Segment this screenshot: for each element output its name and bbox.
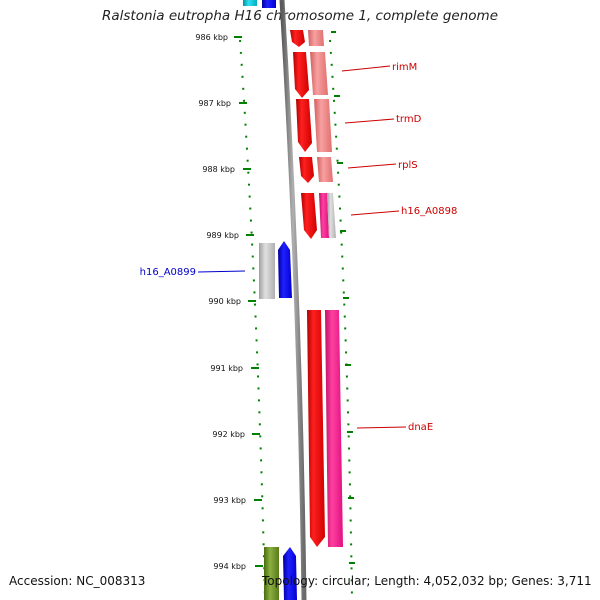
tick-label: 993 kbp bbox=[213, 496, 246, 505]
gene-olive-bottom bbox=[264, 547, 279, 600]
chromosome-backbone bbox=[279, 0, 307, 600]
tick-label: 988 kbp bbox=[202, 165, 235, 174]
gene-cyan-top bbox=[243, 0, 257, 6]
tick-label: 986 kbp bbox=[195, 33, 228, 42]
gene-pink-top bbox=[308, 30, 324, 46]
tick-label: 994 kbp bbox=[213, 562, 246, 571]
tick-986: 986 kbp bbox=[195, 33, 242, 42]
tick-label: 989 kbp bbox=[206, 231, 239, 240]
tick-991: 991 kbp bbox=[210, 364, 259, 373]
gene-rimM bbox=[293, 52, 328, 98]
accession-text: Accession: NC_008313 bbox=[9, 574, 146, 588]
gene-blue-bottom bbox=[283, 547, 297, 600]
gene-h16_A0899 bbox=[259, 241, 292, 299]
tick-990: 990 kbp bbox=[208, 297, 256, 306]
tick-label: 992 kbp bbox=[212, 430, 245, 439]
label-leader-lines bbox=[197, 65, 407, 429]
tick-label: 987 kbp bbox=[198, 99, 231, 108]
tick-label: 990 kbp bbox=[208, 297, 241, 306]
genome-summary-text: Topology: circular; Length: 4,052,032 bp… bbox=[262, 574, 592, 588]
gene-dnaE bbox=[307, 310, 343, 547]
gene-label-h16_A0899: h16_A0899 bbox=[140, 267, 196, 278]
tick-987: 987 kbp bbox=[198, 99, 247, 108]
map-title: Ralstonia eutropha H16 chromosome 1, com… bbox=[101, 8, 499, 24]
right-dotted-arc bbox=[329, 39, 353, 600]
gene-h16_A0898 bbox=[301, 193, 336, 239]
tick-989: 989 kbp bbox=[206, 231, 254, 240]
tick-994: 994 kbp bbox=[213, 562, 263, 571]
tick-992: 992 kbp bbox=[212, 430, 260, 439]
tick-993: 993 kbp bbox=[213, 496, 262, 505]
gene-label-trmD: trmD bbox=[396, 114, 422, 125]
gene-rplS bbox=[299, 157, 333, 183]
tick-label: 991 kbp bbox=[210, 364, 243, 373]
gene-blue-top bbox=[262, 0, 276, 8]
gene-label-h16_A0898: h16_A0898 bbox=[401, 206, 457, 217]
gene-forward-top bbox=[290, 30, 305, 47]
gene-trmD bbox=[296, 99, 332, 152]
gene-label-rplS: rplS bbox=[398, 160, 418, 171]
left-dotted-arc bbox=[239, 39, 266, 600]
right-minor-ticks bbox=[331, 31, 355, 564]
gene-label-rimM: rimM bbox=[392, 62, 417, 73]
tick-988: 988 kbp bbox=[202, 165, 251, 174]
gene-label-dnaE: dnaE bbox=[408, 422, 433, 433]
